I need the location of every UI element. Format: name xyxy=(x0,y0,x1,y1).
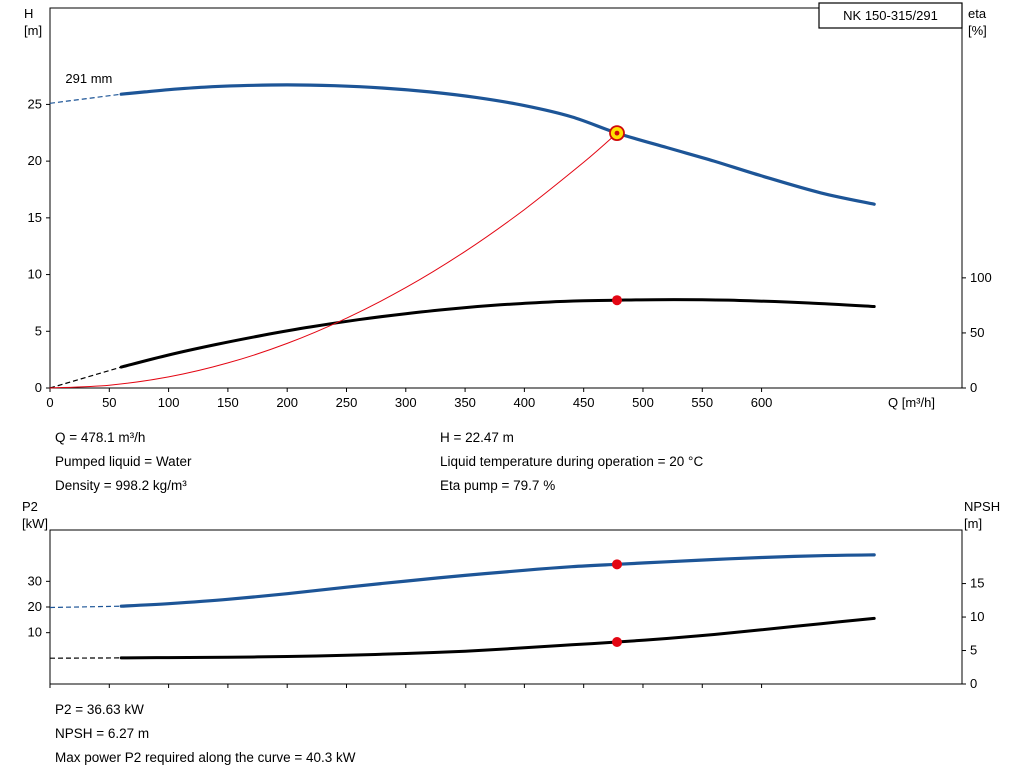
x-tick-label: 400 xyxy=(514,395,536,410)
npsh-duty-text: NPSH = 6.27 m xyxy=(55,726,150,741)
x-axis-unit-label: Q [m³/h] xyxy=(888,395,935,410)
x-tick-label: 0 xyxy=(46,395,53,410)
plot-frame xyxy=(49,7,963,389)
y-right-axis-label: [m] xyxy=(964,516,982,531)
system-curve xyxy=(49,132,618,389)
x-tick-label: 500 xyxy=(632,395,654,410)
pump-name-text: NK 150-315/291 xyxy=(843,8,938,23)
y-left-tick-label: 25 xyxy=(28,96,42,111)
p2-curve-dashed-lead xyxy=(49,605,122,609)
x-tick-label: 350 xyxy=(454,395,476,410)
y-right-tick-label: 10 xyxy=(970,609,984,624)
y-right-tick-label: 5 xyxy=(970,643,977,658)
y-left-tick-label: 0 xyxy=(35,380,42,395)
y-left-tick-label: 30 xyxy=(28,573,42,588)
x-tick-label: 550 xyxy=(691,395,713,410)
y-left-tick-label: 10 xyxy=(28,267,42,282)
y-left-tick-label: 5 xyxy=(35,323,42,338)
efficiency-curve-dashed-lead xyxy=(49,366,122,389)
y-left-axis-label: P2 xyxy=(22,499,38,514)
duty-point-marker-center xyxy=(614,130,620,136)
p2-duty-marker xyxy=(612,559,623,570)
y-left-axis-label: [kW] xyxy=(22,516,48,531)
x-tick-label: 600 xyxy=(751,395,773,410)
efficiency-curve xyxy=(49,298,876,389)
eta-duty-marker xyxy=(612,295,623,306)
p2-npsh-chart: 10 20 30 0 5 10 15 P2 [kW] NPSH [m] xyxy=(22,499,1000,691)
y-left-tick-label: 20 xyxy=(28,153,42,168)
density-text: Density = 998.2 kg/m³ xyxy=(55,478,187,493)
eta-pump-text: Eta pump = 79.7 % xyxy=(440,478,556,493)
plot-frame xyxy=(49,529,963,685)
npsh-curve xyxy=(49,616,876,660)
duty-flow-text: Q = 478.1 m³/h xyxy=(55,430,146,445)
x-tick-label: 100 xyxy=(158,395,180,410)
hq-curve-chart: 0 50 100 150 200 250 300 350 400 450 500 550 600 Q [m… xyxy=(24,2,992,410)
y-right-axis-label: NPSH xyxy=(964,499,1000,514)
pump-curve-dashed-lead xyxy=(49,93,122,104)
npsh-duty-marker-circle xyxy=(612,637,623,648)
y-right-axis-label: [%] xyxy=(968,23,987,38)
npsh-curve-path xyxy=(119,616,876,660)
pumped-liquid-text: Pumped liquid = Water xyxy=(55,454,192,469)
y-left-tick-label: 10 xyxy=(28,625,42,640)
y-left-axis-label: [m] xyxy=(24,23,42,38)
y-left-axis-label: H xyxy=(24,6,33,21)
npsh-duty-marker xyxy=(612,637,623,648)
y-left-tick-label: 15 xyxy=(28,210,42,225)
y-right-tick-label: 50 xyxy=(970,325,984,340)
x-tick-label: 300 xyxy=(395,395,417,410)
impeller-diameter-label: 291 mm xyxy=(65,71,112,86)
y-right-tick-label: 15 xyxy=(970,576,984,591)
eta-duty-marker-circle xyxy=(612,295,623,306)
y-right-axis-label: eta xyxy=(968,6,987,21)
y-right-tick-label: 100 xyxy=(970,270,992,285)
system-curve-path xyxy=(49,132,618,389)
duty-head-text: H = 22.47 m xyxy=(440,430,514,445)
x-tick-label: 250 xyxy=(336,395,358,410)
pump-curve xyxy=(49,83,876,206)
p2-curve-path xyxy=(119,553,876,608)
y-left-tick-label: 20 xyxy=(28,599,42,614)
efficiency-curve-path xyxy=(119,298,876,369)
pump-curve-path xyxy=(119,83,876,206)
x-tick-label: 150 xyxy=(217,395,239,410)
liquid-temperature-text: Liquid temperature during operation = 20… xyxy=(440,454,704,469)
duty-point-marker xyxy=(609,125,625,142)
y-right-tick-label: 0 xyxy=(970,380,977,395)
x-tick-label: 200 xyxy=(276,395,298,410)
p2-duty-marker-circle xyxy=(612,559,623,570)
max-power-text: Max power P2 required along the curve = … xyxy=(55,750,356,765)
x-tick-label: 450 xyxy=(573,395,595,410)
y-right-tick-label: 0 xyxy=(970,676,977,691)
pump-name-box xyxy=(818,2,963,29)
p2-duty-text: P2 = 36.63 kW xyxy=(55,702,144,717)
x-tick-label: 50 xyxy=(102,395,116,410)
p2-curve xyxy=(49,553,876,609)
